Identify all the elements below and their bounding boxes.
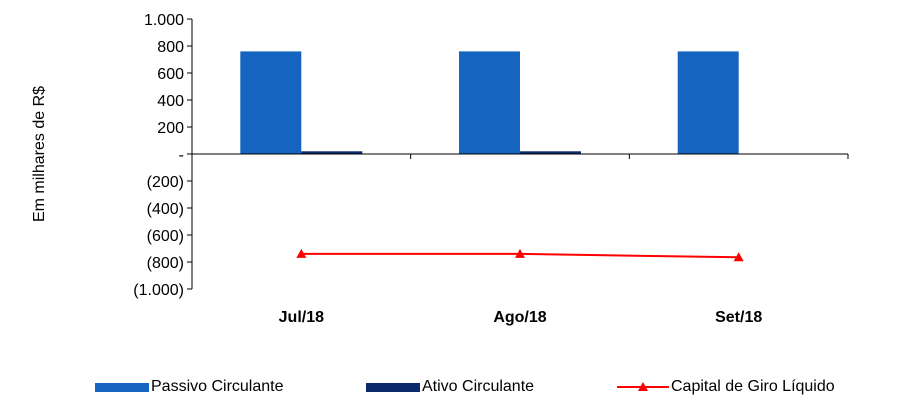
bar-passivo-circulante-set-18 [677,51,739,154]
legend-swatch-ativo [366,382,420,392]
y-tick-label: (400) [147,201,184,218]
y-tick-label: 600 [157,66,184,83]
legend-label-ativo: Ativo Circulante [422,378,535,395]
line-marker-jul-18 [296,248,307,258]
x-category-label: Set/18 [715,309,762,326]
y-axis-title: Em milhares de R$ [31,86,48,222]
y-tick-label: 200 [157,120,184,137]
bar-passivo-circulante-jul-18 [240,51,302,154]
line-marker-set-18 [733,252,744,262]
y-tick-label: 400 [157,93,184,110]
x-category-label: Ago/18 [493,309,546,326]
chart: 1.000 800 600 400 200 - (200) (400) (600) (800) (1… [31,12,849,326]
legend-item-ativo: Ativo Circulante [366,377,534,397]
line-marker-ago-18 [515,248,525,258]
legend-label-passivo: Passivo Circulante [151,378,284,395]
legend-label-capital: Capital de Giro Líquido [671,378,835,395]
y-tick-label: 800 [157,39,184,56]
legend-item-capital: Capital de Giro Líquido [617,377,835,397]
legend-swatch-passivo [95,382,149,392]
y-tick-label: (600) [147,228,184,245]
y-tick-label: (200) [147,174,184,191]
y-tick-label: (1.000) [133,282,184,299]
bar-ativo-circulante-ago-18 [520,151,581,154]
legend-swatch-capital [617,381,669,393]
bar-ativo-circulante-jul-18 [301,151,363,154]
y-tick-label: (800) [147,255,184,272]
y-tick-label: 1.000 [144,12,184,29]
legend-item-passivo: Passivo Circulante [95,377,284,397]
bar-passivo-circulante-ago-18 [459,51,520,154]
legend: Passivo Circulante Ativo Circulante Capi… [0,371,907,401]
x-category-label: Jul/18 [279,309,324,326]
y-tick-label: - [179,147,184,164]
